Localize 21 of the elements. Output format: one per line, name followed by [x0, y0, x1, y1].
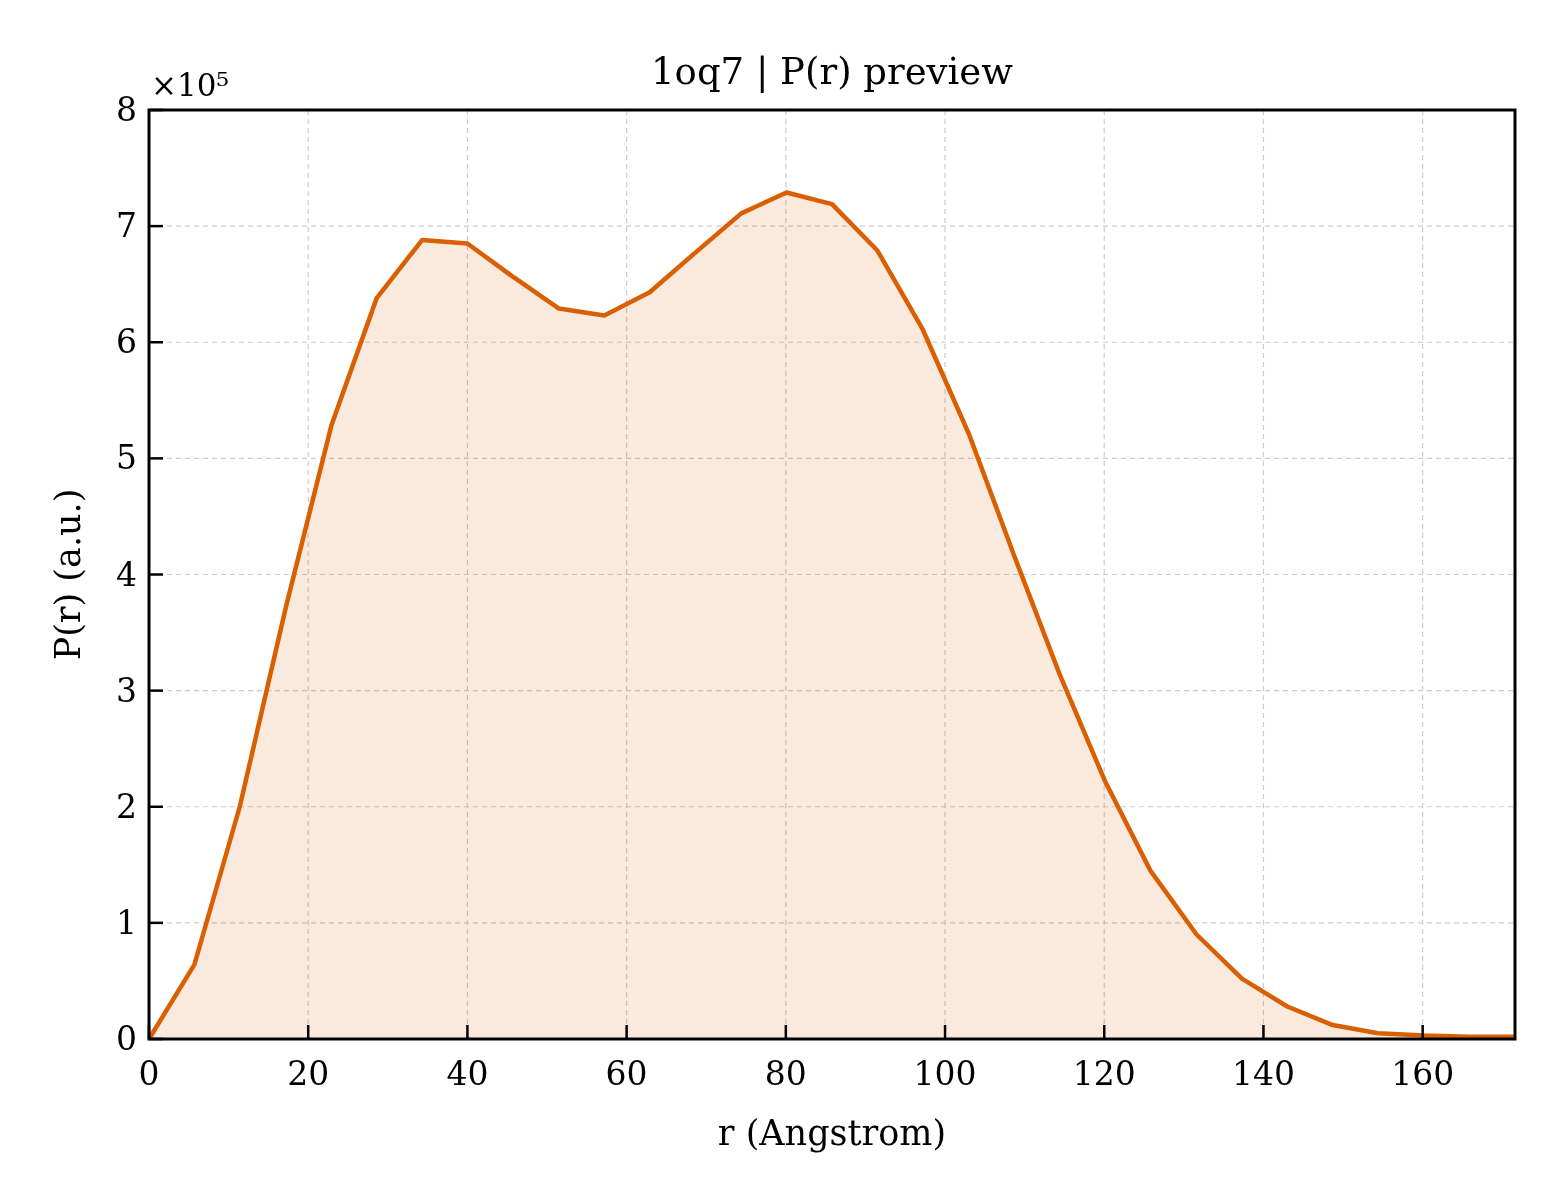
x-tick-label: 40 — [446, 1054, 489, 1093]
x-tick-label: 60 — [605, 1054, 648, 1093]
x-tick-label: 80 — [764, 1054, 807, 1093]
y-tick-label: 3 — [116, 670, 137, 710]
y-tick-label: 8 — [116, 90, 137, 129]
y-tick-label: 1 — [116, 902, 137, 942]
chart-title: 1oq7 | P(r) preview — [651, 50, 1014, 93]
y-tick-label: 7 — [116, 206, 137, 246]
y-tick-label: 5 — [116, 438, 137, 478]
x-axis-title: r (Angstrom) — [717, 1113, 947, 1153]
x-tick-label: 20 — [287, 1054, 330, 1093]
y-tick-label: 4 — [116, 554, 137, 594]
x-tick-label: 140 — [1231, 1054, 1295, 1093]
x-tick-label: 120 — [1072, 1054, 1136, 1093]
text: ×10⁵ — [151, 67, 229, 103]
x-tick-label: 160 — [1391, 1054, 1455, 1093]
y-axis-title: P(r) (a.u.) — [48, 488, 88, 661]
y-tick-label: 6 — [116, 322, 137, 362]
x-tick-label: 100 — [913, 1054, 977, 1093]
y-tick-label: 0 — [116, 1019, 137, 1058]
y-tick-label: 2 — [116, 786, 137, 826]
